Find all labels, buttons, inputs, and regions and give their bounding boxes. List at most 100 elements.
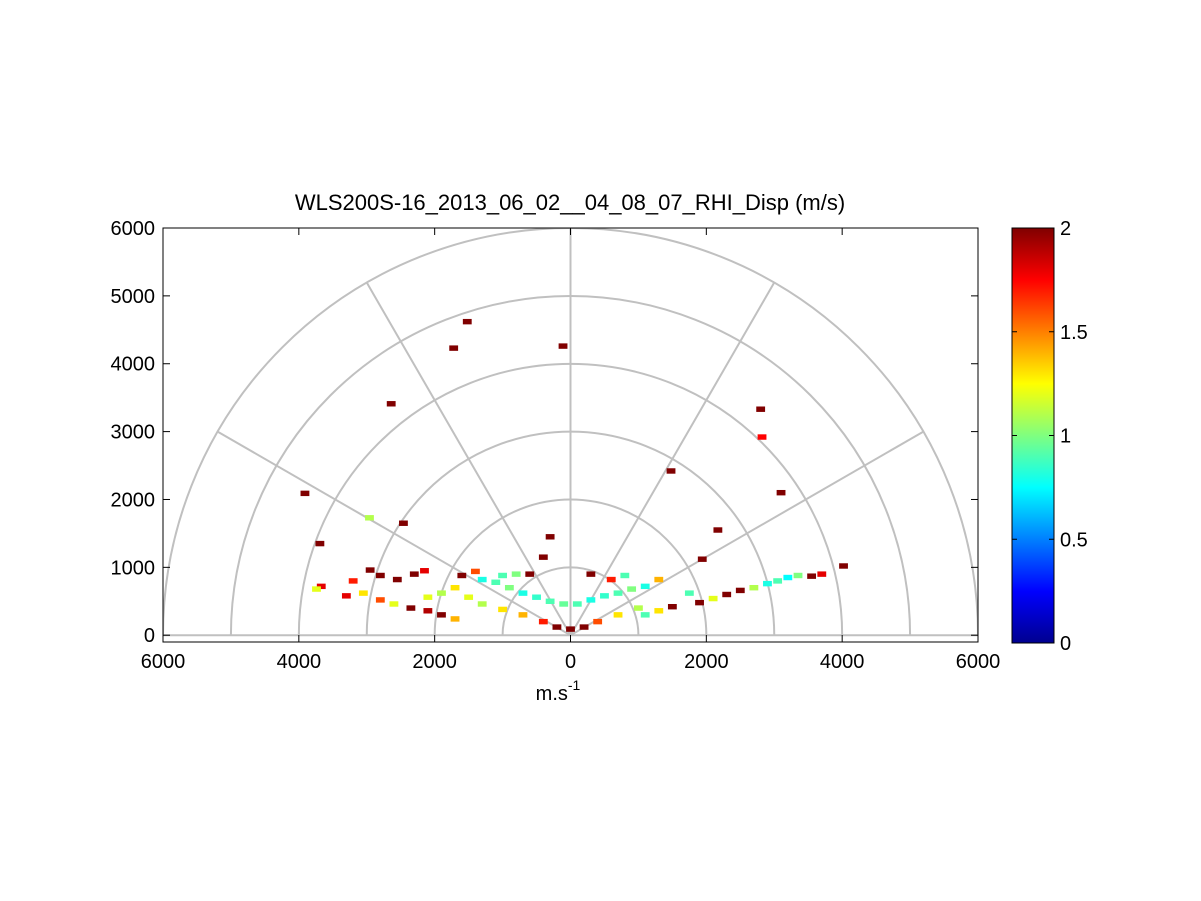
data-cell-10 bbox=[756, 406, 766, 412]
data-cell-53 bbox=[572, 601, 582, 607]
data-cell-74 bbox=[471, 568, 480, 575]
data-cell-64 bbox=[552, 624, 562, 630]
data-cell-60 bbox=[477, 601, 487, 607]
x-tick-label: 2000 bbox=[412, 651, 457, 673]
data-cell-27 bbox=[406, 605, 416, 611]
data-cell-76 bbox=[538, 554, 548, 560]
x-tick-label: 4000 bbox=[820, 651, 865, 673]
colorbar-ticks: 0 0.5 1 1.5 2 bbox=[1012, 218, 1088, 655]
data-cell-75 bbox=[525, 571, 535, 577]
elevation-spoke-60 bbox=[569, 282, 776, 636]
x-axis-label-base: m.s bbox=[536, 683, 568, 705]
data-cell-7 bbox=[558, 343, 568, 349]
data-cell-67 bbox=[593, 618, 603, 625]
data-cell-5 bbox=[449, 345, 459, 351]
data-cell-35 bbox=[773, 578, 783, 584]
x-tick-label: 6000 bbox=[956, 651, 1001, 673]
data-cell-77 bbox=[545, 534, 555, 540]
data-cell-0 bbox=[300, 490, 310, 497]
data-cell-30 bbox=[450, 616, 460, 622]
data-cell-28 bbox=[423, 608, 433, 614]
data-cell-42 bbox=[684, 590, 694, 596]
data-cell-17 bbox=[365, 567, 375, 573]
x-tick-label: 0 bbox=[565, 651, 576, 673]
colorbar-tick-label: 0.5 bbox=[1060, 529, 1088, 551]
data-cell-18 bbox=[375, 572, 385, 579]
data-cell-82 bbox=[511, 571, 521, 577]
data-cell-15 bbox=[697, 556, 707, 562]
data-cell-2 bbox=[316, 583, 326, 590]
x-tick-label: 4000 bbox=[277, 651, 322, 673]
data-cell-83 bbox=[498, 572, 507, 579]
elevation-spoke-150 bbox=[217, 430, 571, 637]
data-cell-78 bbox=[586, 571, 596, 577]
data-cell-70 bbox=[450, 584, 460, 591]
data-cell-14 bbox=[713, 527, 723, 533]
data-cell-1 bbox=[315, 540, 325, 547]
data-cell-54 bbox=[586, 597, 596, 603]
data-cell-46 bbox=[477, 576, 487, 583]
data-cell-69 bbox=[634, 605, 643, 611]
data-cell-61 bbox=[498, 606, 507, 613]
data-cell-52 bbox=[559, 601, 569, 607]
data-cell-21 bbox=[420, 568, 429, 574]
colorbar-tick-label: 2 bbox=[1060, 218, 1071, 240]
data-cell-81 bbox=[620, 572, 630, 579]
colorbar-tick-label: 1 bbox=[1060, 426, 1071, 448]
data-cell-40 bbox=[708, 595, 718, 602]
data-cell-39 bbox=[722, 591, 732, 598]
x-axis-label: m.s-1 bbox=[536, 677, 581, 705]
data-cell-80 bbox=[654, 576, 664, 583]
data-cell-23 bbox=[341, 593, 351, 599]
data-cell-6 bbox=[462, 318, 472, 325]
y-tick-label: 0 bbox=[144, 625, 155, 647]
data-cell-36 bbox=[763, 580, 772, 587]
data-cell-11 bbox=[757, 434, 767, 440]
data-cell-16 bbox=[839, 563, 848, 569]
data-cell-22 bbox=[348, 578, 358, 584]
data-cell-50 bbox=[532, 594, 541, 600]
x-tick-label: 6000 bbox=[141, 651, 186, 673]
data-cell-9 bbox=[399, 520, 408, 526]
data-cell-48 bbox=[504, 584, 514, 591]
x-tick-label: 2000 bbox=[684, 651, 729, 673]
data-cell-25 bbox=[375, 597, 385, 603]
data-cell-34 bbox=[783, 574, 793, 581]
data-cell-38 bbox=[735, 587, 745, 594]
data-cell-56 bbox=[613, 590, 623, 596]
elevation-spoke-30 bbox=[570, 430, 924, 637]
data-cell-37 bbox=[749, 584, 759, 591]
colorbar-tick-label: 1.5 bbox=[1060, 322, 1088, 344]
data-cell-33 bbox=[793, 572, 803, 579]
data-cell-47 bbox=[491, 579, 501, 585]
data-cell-29 bbox=[437, 612, 446, 618]
data-cell-68 bbox=[613, 612, 623, 618]
x-axis: 6000 4000 2000 0 2000 4000 6000 bbox=[141, 228, 1001, 673]
data-cell-32 bbox=[817, 571, 827, 577]
data-cell-26 bbox=[389, 601, 399, 607]
data-cell-13 bbox=[776, 489, 786, 496]
data-cell-58 bbox=[640, 583, 650, 590]
colorbar-tick-label: 0 bbox=[1060, 633, 1071, 655]
data-cell-49 bbox=[518, 590, 528, 596]
data-cell-31 bbox=[807, 573, 817, 579]
elevation-spoke-120 bbox=[365, 282, 572, 636]
y-tick-label: 4000 bbox=[111, 354, 156, 376]
data-cell-59 bbox=[464, 594, 474, 600]
y-tick-label: 3000 bbox=[111, 422, 156, 444]
data-cell-73 bbox=[457, 572, 467, 579]
data-cell-79 bbox=[606, 576, 616, 583]
data-cell-41 bbox=[695, 599, 704, 606]
x-axis-label-superscript: -1 bbox=[568, 677, 581, 693]
data-cell-72 bbox=[423, 594, 433, 600]
data-cell-63 bbox=[538, 618, 548, 625]
y-axis: 0 1000 2000 3000 4000 5000 6000 bbox=[111, 218, 978, 647]
colorbar bbox=[1011, 227, 1055, 644]
data-cell-62 bbox=[518, 612, 528, 618]
data-cell-55 bbox=[600, 593, 609, 599]
data-cell-57 bbox=[627, 586, 637, 592]
data-cell-66 bbox=[579, 624, 589, 630]
data-cell-4 bbox=[386, 401, 396, 407]
y-tick-label: 6000 bbox=[111, 218, 156, 240]
